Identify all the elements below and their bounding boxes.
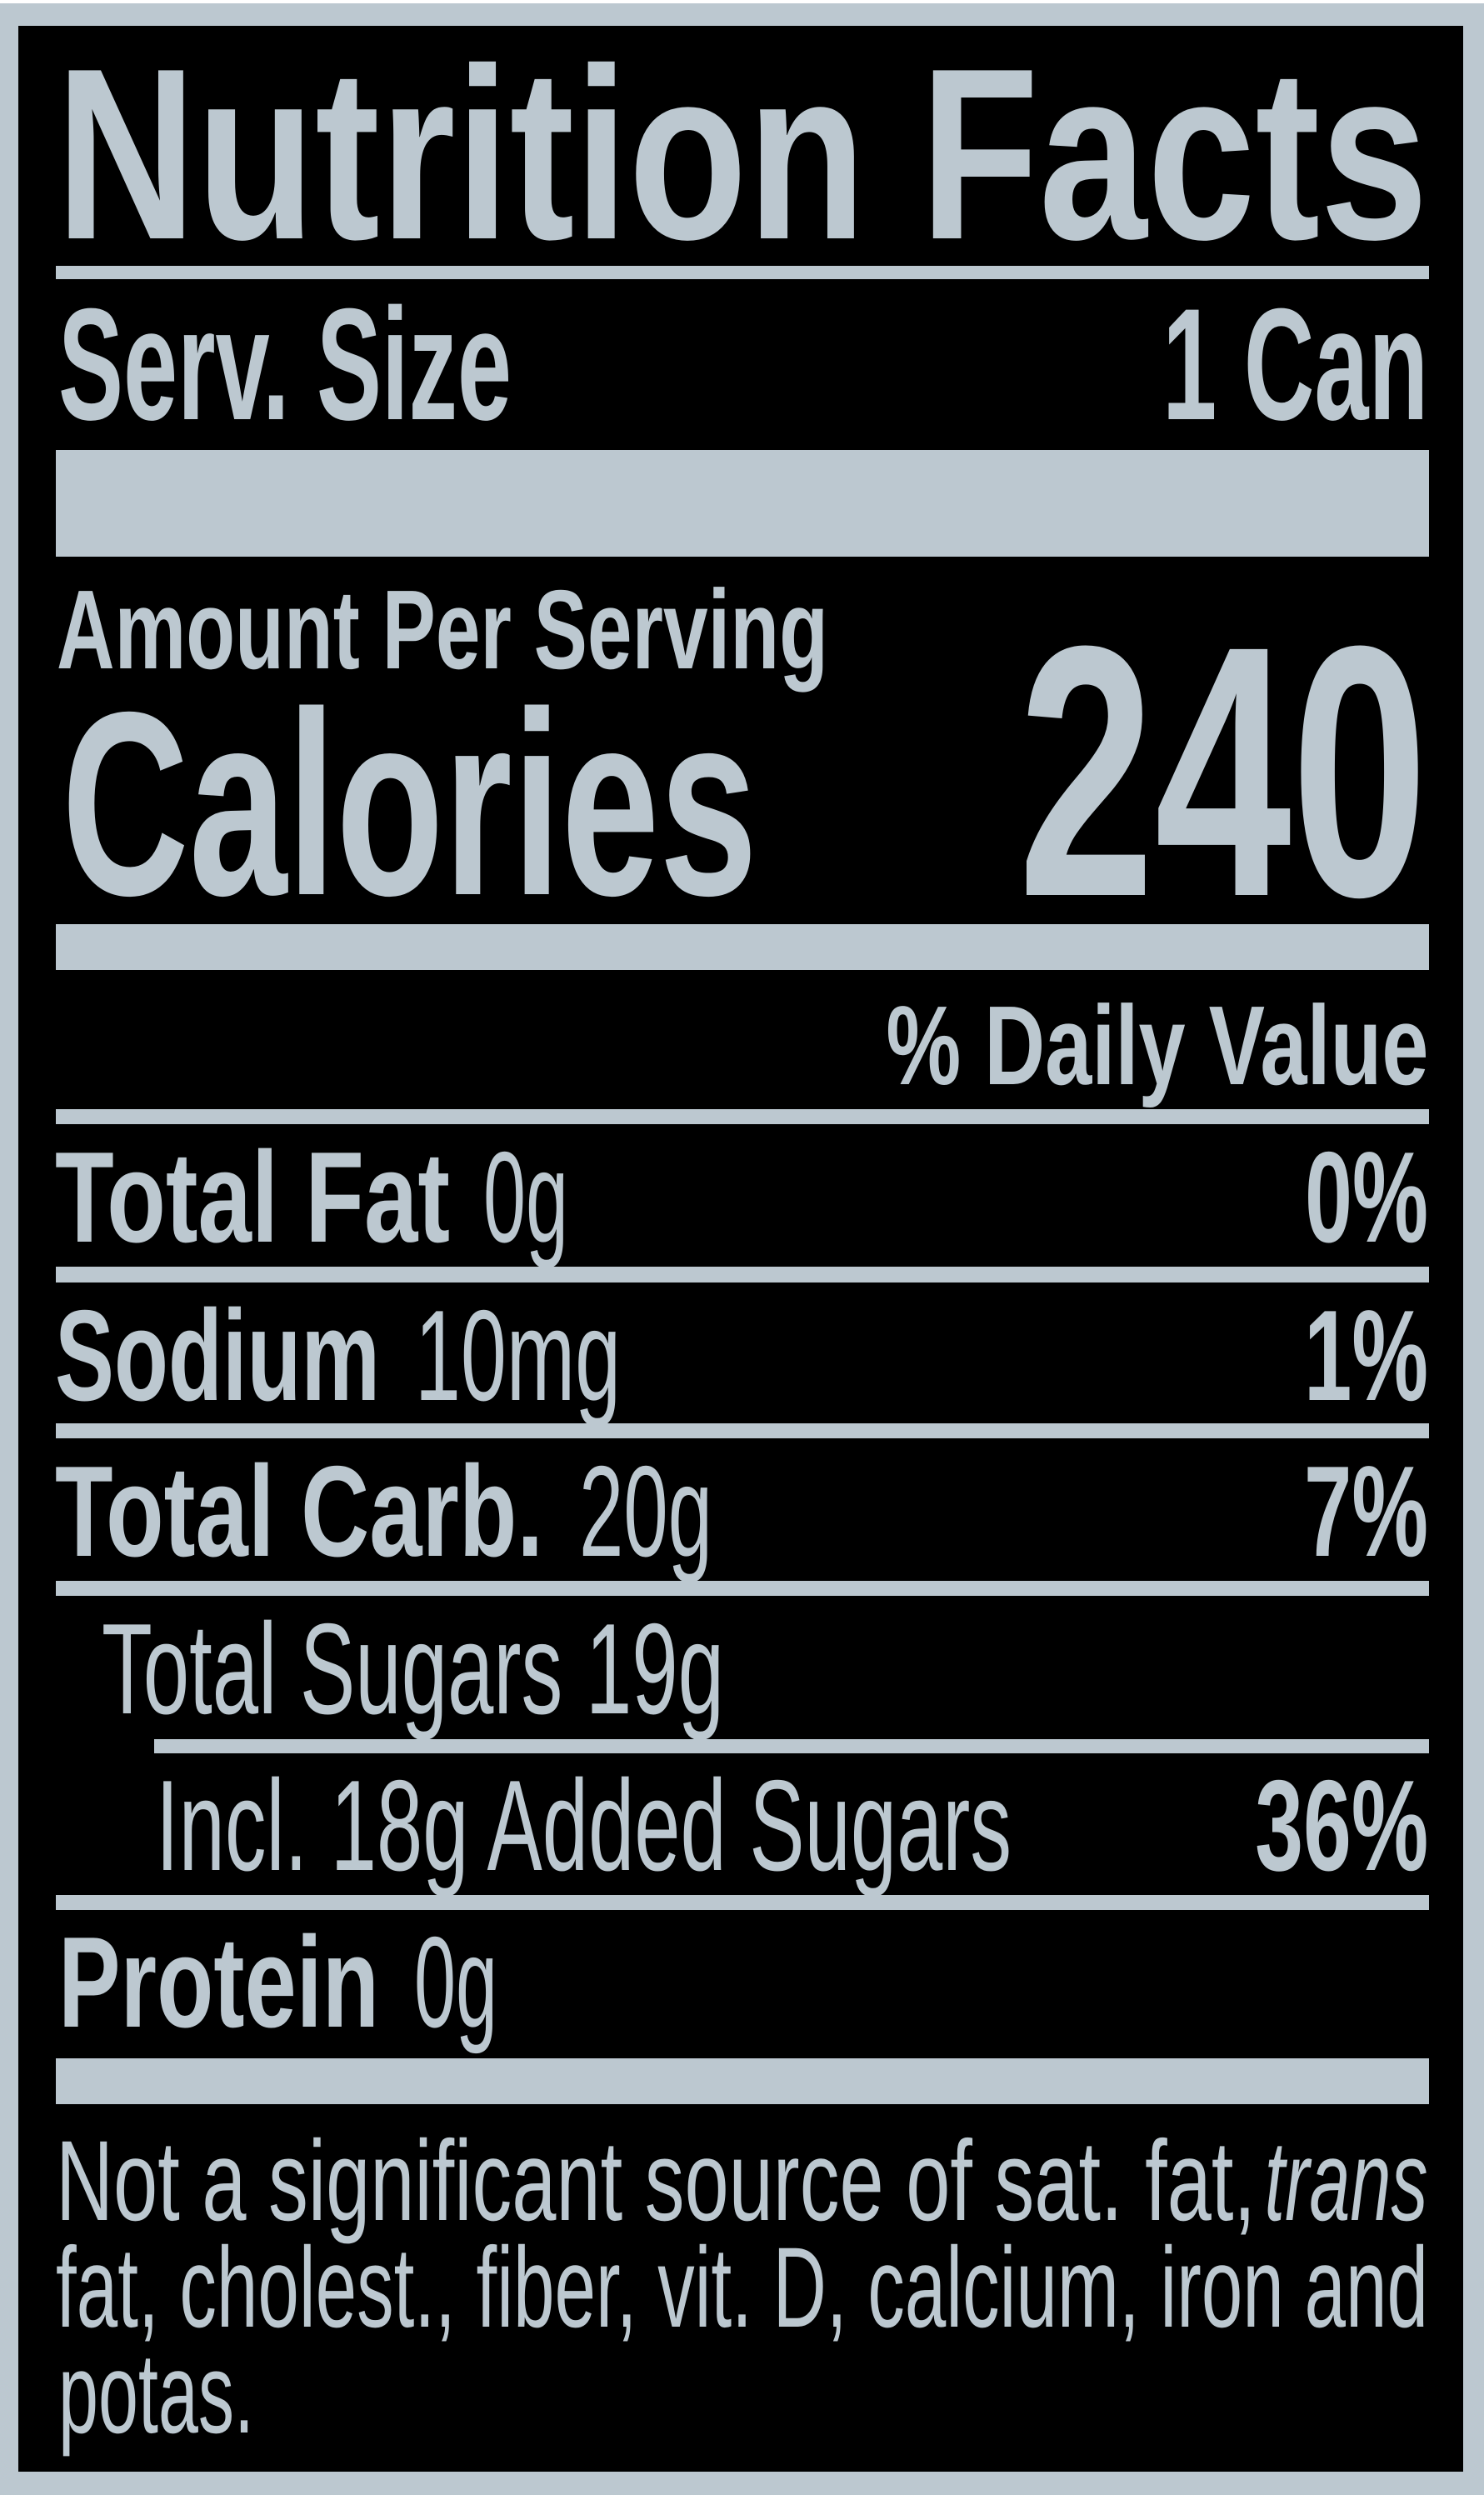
thick-bar xyxy=(56,450,1429,557)
daily-value-header: % Daily Value xyxy=(886,982,1428,1108)
title: Nutrition Facts xyxy=(56,18,1428,291)
calories-value: 240 xyxy=(1018,571,1428,971)
calories-label: Calories xyxy=(62,658,757,951)
sodium-amount: 10mg xyxy=(415,1282,621,1428)
footnote-line-3: potas. xyxy=(58,2330,254,2458)
divider xyxy=(56,1895,1429,1910)
thick-bar xyxy=(56,924,1429,970)
serving-size-value: 1 Can xyxy=(1162,276,1428,454)
total-sugars: Total Sugars 19g xyxy=(102,1596,724,1741)
sodium-dv: 1% xyxy=(1304,1282,1428,1428)
total-carb-label: Total Carb. xyxy=(55,1438,543,1583)
divider xyxy=(56,1423,1429,1438)
footnote-trans: trans xyxy=(1265,2118,1428,2246)
added-sugars-dv: 36% xyxy=(1255,1752,1428,1898)
protein-label: Protein xyxy=(58,1909,379,2054)
total-fat-amount: 0g xyxy=(483,1124,568,1269)
added-sugars: Incl. 18g Added Sugars xyxy=(156,1752,1012,1898)
total-fat-label: Total Fat xyxy=(55,1124,450,1269)
footnote-line-1: Not a significant source of sat. fat, xyxy=(56,2118,1256,2246)
divider xyxy=(154,1739,1429,1753)
total-fat-dv: 0% xyxy=(1305,1124,1428,1269)
serving-size-label: Serv. Size xyxy=(58,276,512,454)
amount-per-serving: Amount Per Serving xyxy=(57,566,828,692)
divider xyxy=(56,266,1429,279)
divider xyxy=(56,1109,1429,1124)
divider xyxy=(56,1267,1429,1282)
divider xyxy=(56,1581,1429,1596)
protein-amount: 0g xyxy=(414,1909,497,2054)
footnote-line-2: fat, cholest., fiber, vit. D, calcium, i… xyxy=(56,2224,1428,2352)
sodium-label: Sodium xyxy=(55,1282,380,1428)
thick-bar xyxy=(56,2058,1429,2104)
total-carb-dv: 7% xyxy=(1304,1438,1428,1583)
total-carb-amount: 20g xyxy=(579,1438,712,1583)
